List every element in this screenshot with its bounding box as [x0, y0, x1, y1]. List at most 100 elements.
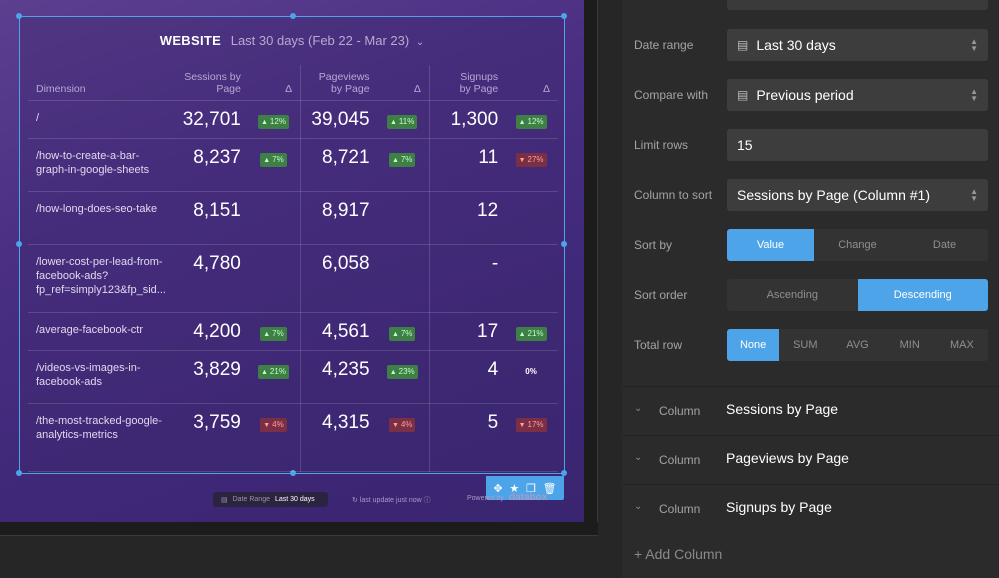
- delta-cell: ▼ 4%: [375, 403, 430, 472]
- column-row-signups[interactable]: ⌄ Column Signups by Page: [622, 484, 999, 533]
- star-icon[interactable]: ★: [509, 482, 520, 495]
- column-to-sort-select[interactable]: Sessions by Page (Column #1) ▲ ▼: [727, 179, 988, 211]
- date-range-pill-value: Last 30 days: [274, 496, 315, 503]
- sort-by-date-button[interactable]: Date: [932, 239, 957, 251]
- limit-rows-label: Limit rows: [634, 138, 689, 152]
- total-row-max-button[interactable]: MAX: [949, 339, 974, 351]
- column-header-dimension[interactable]: Dimension: [28, 65, 172, 101]
- value-cell: 3,829: [171, 350, 247, 404]
- column-to-sort-value: Sessions by Page (Column #1): [737, 187, 930, 203]
- column-header-pageviews[interactable]: Pageviews by Page: [300, 65, 376, 101]
- chevron-down-icon[interactable]: ⌄: [634, 452, 643, 463]
- top-field[interactable]: [727, 0, 988, 10]
- table-row: /videos-vs-images-in-facebook-ads 3,829 ▲ …: [28, 350, 558, 404]
- value-cell: 4,235: [300, 350, 376, 404]
- resize-handle-top-left[interactable]: [16, 13, 22, 19]
- arrow-up-icon: ▲: [518, 118, 528, 126]
- dimension-cell: /how-to-create-a-bar-graph-in-google-she…: [28, 138, 172, 192]
- copy-icon[interactable]: ❐: [526, 482, 536, 495]
- limit-rows-value: 15: [737, 137, 753, 153]
- table-header-row: Dimension Sessions by Page Δ Pageviews b…: [28, 65, 558, 101]
- table-widget[interactable]: WEBSITE Last 30 days (Feb 22 - Mar 23) ⌄…: [16, 13, 567, 476]
- add-column-button[interactable]: + Add Column: [634, 546, 723, 562]
- total-row-none-button[interactable]: None: [727, 329, 780, 361]
- dimension-cell: /how-long-does-seo-take: [28, 191, 172, 245]
- resize-handle-left[interactable]: [16, 241, 22, 247]
- delta-value: 12%: [269, 116, 286, 126]
- delta-value: 7%: [272, 328, 284, 338]
- widget-period[interactable]: Last 30 days (Feb 22 - Mar 23): [230, 33, 410, 48]
- resize-handle-top-right[interactable]: [561, 13, 567, 19]
- move-icon[interactable]: ✥: [493, 482, 503, 495]
- calendar-icon: ▤: [737, 88, 749, 102]
- delta-cell: ▼ 4%: [246, 403, 302, 472]
- column-header-signups-delta: Δ: [504, 65, 558, 101]
- resize-handle-top[interactable]: [290, 13, 296, 19]
- total-row-avg-button[interactable]: AVG: [846, 339, 869, 351]
- delta-value: 21%: [269, 366, 286, 376]
- sort-order-ascending-button[interactable]: Ascending: [766, 289, 818, 301]
- table-row: /average-facebook-ctr 4,200 ▲ 7% 4,561 ▲ 7% 1…: [28, 312, 558, 351]
- sort-by-value-button[interactable]: Value: [727, 229, 814, 261]
- chevron-down-icon[interactable]: ⌄: [634, 501, 643, 512]
- value-cell: 8,721: [300, 138, 376, 192]
- refresh-icon: ↻: [352, 497, 358, 504]
- delta-cell: ▼ 17%: [504, 403, 558, 472]
- compare-with-select[interactable]: ▤ Previous period ▲ ▼: [727, 79, 988, 111]
- delta-value: 7%: [400, 328, 413, 338]
- dashboard-canvas: WEBSITE Last 30 days (Feb 22 - Mar 23) ⌄…: [0, 0, 598, 536]
- column-kind-label: Column: [659, 453, 701, 467]
- chevron-down-icon[interactable]: ⌄: [415, 37, 425, 48]
- resize-handle-right[interactable]: [561, 241, 567, 247]
- delta-cell: [504, 191, 558, 245]
- value-cell: 4,780: [171, 244, 247, 313]
- column-header-sessions[interactable]: Sessions by Page: [171, 65, 247, 101]
- delta-badge: 0%: [522, 365, 540, 378]
- arrow-up-icon: ▲: [261, 368, 270, 376]
- delta-badge: ▲ 7%: [388, 326, 416, 341]
- delta-badge: ▼ 27%: [515, 152, 547, 167]
- info-icon[interactable]: ⓘ: [423, 497, 431, 504]
- metrics-table: Dimension Sessions by Page Δ Pageviews b…: [28, 65, 558, 472]
- column-row-pageviews[interactable]: ⌄ Column Pageviews by Page: [622, 435, 999, 484]
- resize-handle-bottom-left[interactable]: [16, 470, 22, 476]
- last-update-text: ↻ last update just now ⓘ: [352, 495, 431, 505]
- delta-value: 7%: [272, 154, 284, 164]
- delta-badge: ▲ 21%: [515, 326, 547, 341]
- resize-handle-bottom[interactable]: [290, 470, 296, 476]
- delta-value: 27%: [527, 154, 544, 164]
- canvas-scrollbar[interactable]: [584, 0, 598, 536]
- trash-icon[interactable]: 🗑: [542, 482, 557, 495]
- delta-cell: ▼ 27%: [504, 138, 558, 192]
- dimension-cell: /lower-cost-per-lead-from-facebook-ads?f…: [28, 244, 172, 313]
- updown-icon: ▲ ▼: [970, 87, 978, 103]
- powered-by-text: Powered by: [467, 495, 504, 502]
- delta-cell: [504, 244, 558, 313]
- column-row-sessions[interactable]: ⌄ Column Sessions by Page: [622, 386, 999, 435]
- delta-badge: ▼ 4%: [260, 417, 287, 432]
- table-row: /how-long-does-seo-take 8,151 8,917 12: [28, 191, 558, 245]
- delta-value: 0%: [525, 366, 537, 376]
- sort-order-descending-button[interactable]: Descending: [857, 279, 988, 311]
- widget-header[interactable]: WEBSITE Last 30 days (Feb 22 - Mar 23) ⌄: [20, 33, 564, 48]
- column-header-signups[interactable]: Signups by Page: [429, 65, 505, 101]
- dimension-cell: /the-most-tracked-google-analytics-metri…: [28, 403, 172, 472]
- delta-cell: ▲ 21%: [504, 312, 558, 351]
- delta-badge: ▲ 21%: [258, 364, 289, 379]
- sort-by-change-button[interactable]: Change: [838, 239, 877, 251]
- arrow-up-icon: ▲: [389, 368, 399, 376]
- resize-handle-bottom-right[interactable]: [561, 470, 567, 476]
- total-row-sum-button[interactable]: SUM: [793, 339, 818, 351]
- value-cell: -: [429, 244, 505, 313]
- total-row-min-button[interactable]: MIN: [899, 339, 920, 351]
- chevron-down-icon[interactable]: ⌄: [634, 403, 643, 414]
- arrow-up-icon: ▲: [261, 118, 270, 126]
- delta-badge: ▲ 12%: [258, 114, 289, 129]
- delta-cell: ▲ 11%: [375, 100, 430, 139]
- delta-badge: ▲ 12%: [515, 114, 547, 129]
- updown-icon: ▲ ▼: [970, 37, 978, 53]
- date-range-pill[interactable]: ▤ Date Range Last 30 days: [213, 492, 328, 507]
- limit-rows-input[interactable]: 15: [727, 129, 988, 161]
- date-range-select[interactable]: ▤ Last 30 days ▲ ▼: [727, 29, 988, 61]
- delta-value: 7%: [400, 154, 413, 164]
